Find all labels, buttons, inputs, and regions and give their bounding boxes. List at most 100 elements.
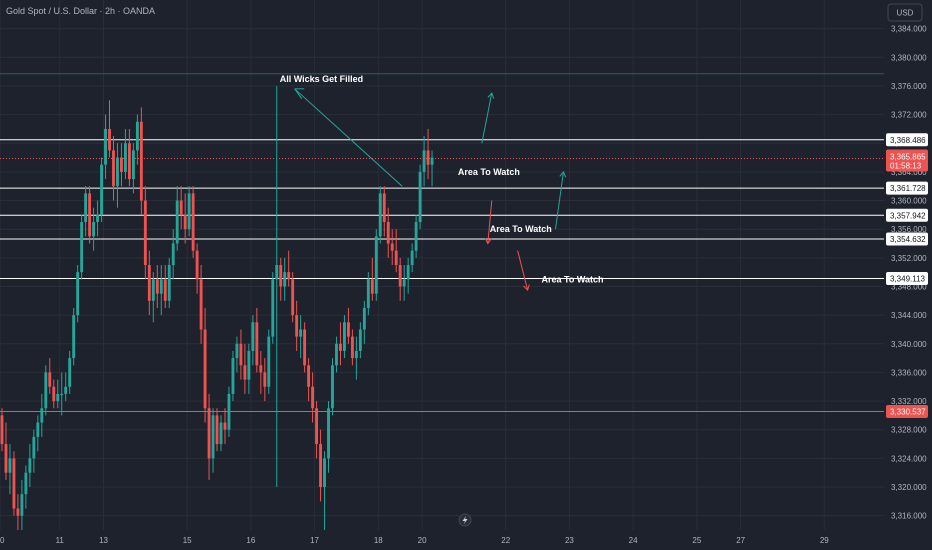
candle-body [311, 386, 315, 409]
candle-body [0, 415, 4, 445]
chart-title: Gold Spot / U.S. Dollar · 2h · OANDA [6, 6, 155, 16]
candle-body [100, 164, 103, 215]
candle-body [362, 307, 366, 330]
candle-body [426, 150, 430, 165]
candle-body [406, 265, 410, 280]
annotation-label[interactable]: Area To Watch [458, 167, 520, 177]
candle-body [183, 214, 187, 230]
candle-body [339, 343, 342, 351]
level-price-tag[interactable] [886, 208, 928, 222]
candle-body [80, 222, 84, 273]
time-tick-label: 22 [501, 536, 510, 545]
candle-body [251, 322, 255, 351]
time-tick-label: 17 [310, 536, 319, 545]
level-price-tag[interactable] [886, 133, 928, 147]
candle-body [223, 422, 227, 430]
price-tick-label: 3,348.000 [891, 282, 927, 291]
candle-body [12, 458, 16, 509]
price-tick-label: 3,380.000 [891, 53, 927, 62]
candle-body [315, 408, 319, 445]
price-tick-label: 3,356.000 [891, 225, 927, 234]
currency-label: USD [897, 9, 914, 18]
candle-body [116, 157, 119, 187]
annotation-label[interactable]: Area To Watch [542, 274, 604, 284]
candle-body [370, 279, 374, 294]
time-tick-label: 15 [183, 536, 192, 545]
annotation-arrow [554, 171, 564, 230]
price-tick-label: 3,324.000 [891, 454, 927, 463]
candle-body [16, 508, 20, 516]
candle-body [382, 193, 386, 223]
candle-body [303, 329, 307, 366]
candle-body [28, 458, 32, 473]
level-price-tag[interactable] [886, 405, 928, 419]
candle-body [402, 279, 406, 287]
candle-body [267, 336, 271, 387]
candle-body [239, 343, 243, 366]
candle-body [390, 243, 394, 251]
candle-body [295, 315, 299, 337]
candle-body [275, 265, 279, 280]
candle-body [187, 193, 191, 230]
level-price-tag[interactable] [886, 272, 928, 286]
price-tick-label: 3,328.000 [891, 426, 927, 435]
candle-body [414, 222, 418, 251]
candle-body [44, 372, 48, 409]
level-price-tag-label: 3,349.113 [890, 275, 926, 284]
candle-body [135, 121, 139, 151]
arrow-head [484, 238, 492, 245]
price-tick-label: 3,384.000 [891, 25, 927, 34]
price-tick-label: 3,320.000 [891, 483, 927, 492]
candle-body [24, 472, 28, 495]
candle-body [422, 150, 426, 172]
time-tick-label: 24 [629, 536, 638, 545]
candle-body [127, 143, 131, 180]
time-tick-label: 18 [374, 536, 383, 545]
price-tick-label: 3,372.000 [891, 111, 927, 120]
candle-body [255, 322, 259, 366]
level-price-tag[interactable] [886, 232, 928, 246]
candle-body [60, 393, 64, 395]
candle-body [8, 458, 12, 473]
candle-body [299, 329, 303, 337]
candle-body [335, 343, 338, 366]
price-tick-label: 3,376.000 [891, 82, 927, 91]
arrow-head [294, 88, 303, 100]
candle-body [279, 265, 283, 287]
candle-body [131, 150, 135, 180]
candle-body [123, 143, 127, 172]
annotation-arrow [294, 88, 403, 187]
price-tick-label: 3,364.000 [891, 168, 927, 177]
current-price-label: 3,365.865 [890, 153, 926, 162]
candle-body [327, 408, 330, 459]
candle-body [203, 329, 207, 409]
level-price-tag[interactable] [886, 181, 928, 195]
annotation-label[interactable]: Area To Watch [490, 224, 552, 234]
current-price-tag[interactable] [886, 149, 928, 172]
time-tick-label: 27 [736, 536, 745, 545]
candle-body [350, 336, 354, 359]
candle-body [319, 444, 322, 488]
level-price-tag-label: 3,354.632 [890, 235, 926, 244]
candle-body [271, 279, 275, 337]
arrow-head [523, 284, 530, 292]
candle-body [88, 193, 92, 237]
annotation-arrow [487, 200, 493, 244]
candle-body [171, 243, 175, 265]
candle-body [104, 128, 107, 165]
candle-body [143, 200, 147, 265]
currency-button[interactable] [887, 3, 923, 22]
candle-body [72, 315, 76, 359]
grid [0, 0, 884, 530]
time-tick-label: 23 [565, 536, 574, 545]
candle-body [108, 128, 111, 151]
price-axis-ticks: 3,384.000 3,380.000 3,376.000 3,372.000 3,36… [891, 25, 927, 521]
candle-body [20, 494, 24, 516]
annotation-label[interactable]: All Wicks Get Filled [280, 74, 363, 84]
candle-body [366, 279, 370, 308]
candle-body [36, 422, 40, 437]
candle-body [430, 157, 434, 165]
candle-body [287, 272, 291, 280]
candle-body [40, 408, 44, 423]
